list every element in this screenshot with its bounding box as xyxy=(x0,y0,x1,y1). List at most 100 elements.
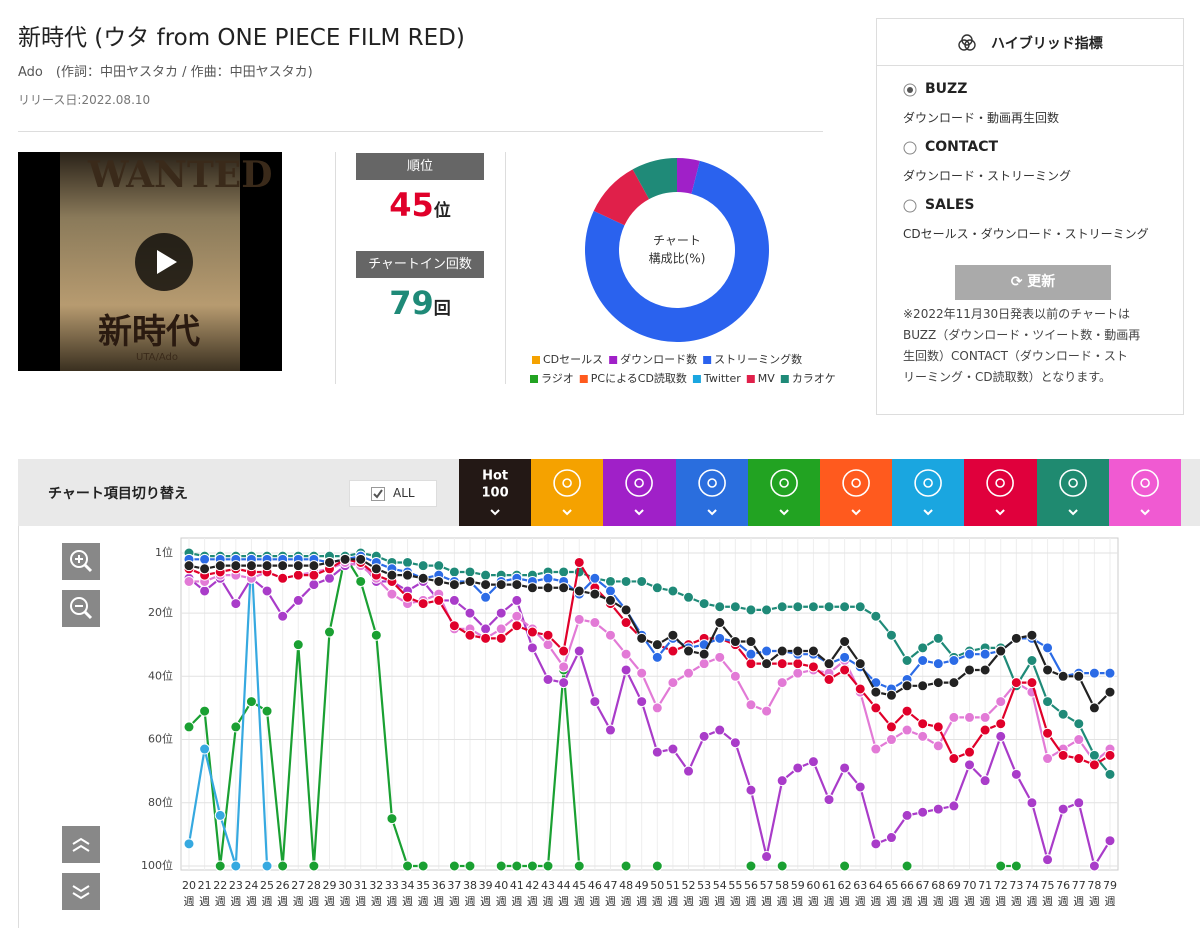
data-point xyxy=(511,610,523,622)
all-checkbox[interactable]: ALL xyxy=(349,480,437,507)
data-point xyxy=(917,654,929,666)
data-point xyxy=(651,651,663,663)
chart-in-value: 79 xyxy=(389,284,434,322)
chart-tab[interactable] xyxy=(603,459,676,526)
chart-tab[interactable] xyxy=(531,459,604,526)
x-tick-unit: 週 xyxy=(199,895,210,908)
chart-tab[interactable] xyxy=(820,459,893,526)
data-point xyxy=(402,860,414,872)
data-point xyxy=(823,658,835,670)
data-point xyxy=(948,711,960,723)
divider xyxy=(335,152,336,384)
chart-tab[interactable] xyxy=(892,459,965,526)
x-tick-label: 51 xyxy=(666,879,680,892)
data-point xyxy=(792,601,804,613)
data-point xyxy=(714,617,726,629)
chart-tab[interactable] xyxy=(1108,459,1181,526)
x-tick-label: 69 xyxy=(947,879,961,892)
data-point xyxy=(792,645,804,657)
x-tick-unit: 週 xyxy=(855,895,866,908)
data-point xyxy=(667,629,679,641)
data-point xyxy=(901,809,913,821)
zoom-in[interactable] xyxy=(62,543,100,580)
x-tick-label: 71 xyxy=(978,879,992,892)
data-point xyxy=(261,705,273,717)
data-point xyxy=(651,702,663,714)
data-point xyxy=(932,740,944,752)
data-point xyxy=(604,629,616,641)
rank: 45位 xyxy=(356,186,484,224)
data-point xyxy=(761,658,773,670)
x-tick-label: 75 xyxy=(1041,879,1055,892)
data-point xyxy=(620,617,632,629)
data-point xyxy=(1057,708,1069,720)
data-point xyxy=(292,560,304,572)
zoom-out[interactable] xyxy=(62,590,100,627)
data-point xyxy=(948,800,960,812)
artist[interactable]: Ado (作詞：中田ヤスタカ / 作曲：中田ヤスタカ) xyxy=(18,65,313,80)
x-tick-label: 36 xyxy=(432,879,446,892)
data-point xyxy=(604,585,616,597)
chart-tab[interactable] xyxy=(964,459,1037,526)
tab-icon xyxy=(986,469,1015,497)
data-point xyxy=(1026,797,1038,809)
chart-tab[interactable] xyxy=(747,459,820,526)
tab-chevron xyxy=(779,509,789,516)
data-point xyxy=(651,639,663,651)
toolbar-label: チャート項目切り替え xyxy=(48,486,188,502)
data-point xyxy=(714,651,726,663)
option-description: ダウンロード・ストリーミング xyxy=(903,169,1072,183)
scroll-up[interactable] xyxy=(62,826,100,863)
tab-icon xyxy=(923,478,934,488)
data-point xyxy=(729,670,741,682)
data-point xyxy=(839,664,851,676)
x-tick-label: 76 xyxy=(1056,879,1070,892)
data-point xyxy=(964,711,976,723)
chevron xyxy=(72,844,90,852)
x-tick-unit: 週 xyxy=(808,895,819,908)
play-button[interactable] xyxy=(134,232,194,292)
tab-icon xyxy=(1131,469,1159,497)
data-point xyxy=(183,560,195,572)
x-tick-unit: 週 xyxy=(355,895,366,908)
divider xyxy=(505,152,506,384)
data-point xyxy=(1026,654,1038,666)
chart-in-label: チャートイン回数 xyxy=(356,251,484,278)
chart-tab[interactable] xyxy=(675,459,748,526)
x-tick-unit: 週 xyxy=(386,895,397,908)
x-tick-label: 65 xyxy=(884,879,898,892)
data-point xyxy=(183,721,195,733)
chart-tab[interactable]: Hot 100 xyxy=(459,459,532,526)
data-point xyxy=(901,724,913,736)
x-tick-label: 41 xyxy=(510,879,524,892)
data-point xyxy=(729,601,741,613)
data-point xyxy=(573,556,585,568)
data-point xyxy=(948,654,960,666)
data-point xyxy=(792,762,804,774)
data-point xyxy=(667,645,679,657)
video-thumbnail[interactable]: WANTED 新時代 UTA/Ado xyxy=(18,152,282,371)
chart-tab[interactable] xyxy=(1036,459,1109,526)
data-point xyxy=(932,803,944,815)
x-tick-label: 72 xyxy=(994,879,1008,892)
song-title: 新時代 (ウタ from ONE PIECE FILM RED) xyxy=(18,25,465,51)
update-button[interactable]: ⟳ 更新 xyxy=(955,265,1111,300)
data-point xyxy=(1088,667,1100,679)
data-point xyxy=(667,677,679,689)
data-point xyxy=(683,667,695,679)
data-point xyxy=(745,648,757,660)
donut-segment xyxy=(632,158,677,200)
data-point xyxy=(183,838,195,850)
x-tick-label: 59 xyxy=(791,879,805,892)
data-point xyxy=(979,711,991,723)
refresh-icon: ⟳ xyxy=(1010,274,1028,290)
x-tick-label: 54 xyxy=(713,879,727,892)
data-point xyxy=(917,730,929,742)
donut-segment xyxy=(677,158,700,194)
legend-swatch xyxy=(609,356,618,364)
data-point xyxy=(573,860,585,872)
note-line: BUZZ（ダウンロード・ツイート数・動画再 xyxy=(903,328,1141,342)
donut-center-label: 構成比(%) xyxy=(649,252,706,266)
data-point xyxy=(589,696,601,708)
scroll-down[interactable] xyxy=(62,873,100,910)
